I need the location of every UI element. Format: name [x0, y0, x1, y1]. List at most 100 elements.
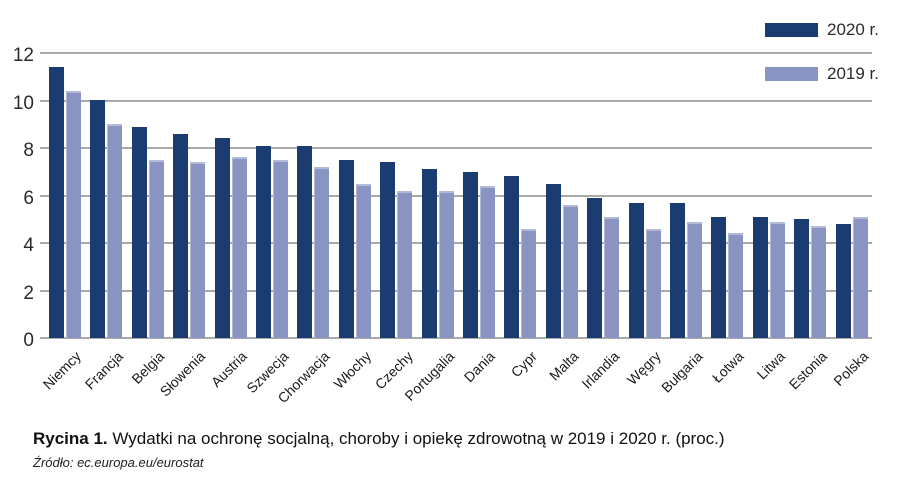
bar-2019r-czechy — [397, 191, 412, 338]
legend-label-2019: 2019 r. — [827, 64, 879, 83]
bar-2019r-litwa — [770, 222, 785, 338]
legend-swatch-2019 — [765, 67, 818, 81]
x-label-polska: Polska — [829, 348, 871, 390]
bar-2019r-estonia — [811, 226, 826, 338]
legend-item-2020: 2020 r. — [765, 20, 879, 40]
bar-2019r-belgia — [149, 160, 164, 338]
bar-2019r-szwecja — [273, 160, 288, 338]
bar-group-irlandia — [587, 53, 619, 338]
gridline-2 — [40, 290, 872, 292]
bar-group-austria — [215, 53, 247, 338]
bar-2020r-cypr — [504, 176, 519, 338]
bar-2019r-portugalia — [439, 191, 454, 338]
bar-group-dania — [463, 53, 495, 338]
bar-group-cypr — [504, 53, 536, 338]
x-label-szwecja: Szwecja — [243, 348, 292, 397]
x-label-francja: Francja — [81, 348, 126, 393]
bar-2020r-szwecja — [256, 146, 271, 338]
x-label-łotwa: Łotwa — [708, 348, 747, 386]
y-axis: 12 10 8 6 4 2 0 — [0, 46, 34, 353]
legend-label-2020: 2020 r. — [827, 20, 879, 39]
y-tick-label-0: 0 — [23, 330, 34, 351]
x-label-irlandia: Irlandia — [578, 348, 623, 392]
bar-group-francja — [90, 53, 122, 338]
bar-2020r-dania — [463, 172, 478, 338]
x-label-austria: Austria — [207, 348, 250, 391]
bar-group-belgia — [132, 53, 164, 338]
bar-2020r-czechy — [380, 162, 395, 338]
x-label-belgia: Belgia — [128, 348, 168, 387]
gridline-0 — [40, 337, 872, 339]
bar-2019r-austria — [232, 157, 247, 338]
bar-2019r-malta — [563, 205, 578, 338]
source-note: Źródło: ec.europa.eu/eurostat — [33, 455, 204, 470]
bar-2020r-estonia — [794, 219, 809, 338]
bar-group-litwa — [753, 53, 785, 338]
bar-2019r-polska — [853, 217, 868, 338]
bar-2020r-węgry — [629, 203, 644, 338]
x-label-portugalia: Portugalia — [401, 348, 457, 404]
bar-2020r-irlandia — [587, 198, 602, 338]
gridline-12 — [40, 52, 872, 54]
figure-caption: Rycina 1. Wydatki na ochronę socjalną, c… — [33, 429, 725, 449]
bar-2019r-bułgaria — [687, 222, 702, 338]
bar-2020r-chorwacja — [297, 146, 312, 338]
bar-2020r-niemcy — [49, 67, 64, 338]
bar-2019r-węgry — [646, 229, 661, 338]
bar-2019r-łotwa — [728, 233, 743, 338]
bar-group-węgry — [629, 53, 661, 338]
y-tick-label-6: 6 — [23, 188, 34, 209]
bar-group-łotwa — [711, 53, 743, 338]
bar-group-chorwacja — [297, 53, 329, 338]
x-label-estonia: Estonia — [785, 348, 830, 393]
bar-2019r-chorwacja — [314, 167, 329, 338]
y-tick-label-8: 8 — [23, 140, 34, 161]
gridline-4 — [40, 242, 872, 244]
legend-item-2019: 2019 r. — [765, 64, 879, 84]
y-tick-label-2: 2 — [23, 283, 34, 304]
gridline-6 — [40, 195, 872, 197]
y-tick-label-12: 12 — [12, 45, 34, 66]
x-label-cypr: Cypr — [507, 348, 540, 381]
x-label-słowenia: Słowenia — [157, 348, 209, 400]
bar-2019r-słowenia — [190, 162, 205, 338]
bar-2020r-łotwa — [711, 217, 726, 338]
x-label-bułgaria: Bułgaria — [657, 348, 706, 396]
x-label-węgry: Węgry — [624, 348, 664, 388]
y-tick-label-4: 4 — [23, 235, 34, 256]
bar-group-niemcy — [49, 53, 81, 338]
bar-group-malta — [546, 53, 578, 338]
bar-group-estonia — [794, 53, 826, 338]
caption-text: Wydatki na ochronę socjalną, choroby i o… — [107, 429, 725, 448]
bar-group-polska — [836, 53, 868, 338]
bar-2020r-polska — [836, 224, 851, 338]
bar-2019r-dania — [480, 186, 495, 338]
x-label-niemcy: Niemcy — [39, 348, 85, 393]
x-label-malta: Malta — [545, 348, 582, 384]
x-label-włochy: Włochy — [330, 348, 375, 392]
bar-group-szwecja — [256, 53, 288, 338]
bar-2019r-irlandia — [604, 217, 619, 338]
bar-group-portugalia — [422, 53, 454, 338]
bar-2020r-belgia — [132, 127, 147, 338]
bar-group-włochy — [339, 53, 371, 338]
bar-2020r-włochy — [339, 160, 354, 338]
bar-2020r-malta — [546, 184, 561, 338]
bar-2020r-słowenia — [173, 134, 188, 338]
bar-2020r-bułgaria — [670, 203, 685, 338]
bar-2019r-włochy — [356, 184, 371, 338]
bar-2019r-cypr — [521, 229, 536, 338]
y-tick-label-10: 10 — [12, 93, 34, 114]
bar-2019r-francja — [107, 124, 122, 338]
bar-2019r-niemcy — [66, 91, 81, 338]
x-label-chorwacja: Chorwacja — [274, 348, 333, 407]
bar-group-bułgaria — [670, 53, 702, 338]
caption-number: Rycina 1. — [33, 429, 108, 448]
x-label-czechy: Czechy — [371, 348, 416, 393]
plot-area — [40, 52, 872, 339]
bar-2020r-portugalia — [422, 169, 437, 338]
bar-group-słowenia — [173, 53, 205, 338]
bar-2020r-litwa — [753, 217, 768, 338]
bar-2020r-austria — [215, 138, 230, 338]
